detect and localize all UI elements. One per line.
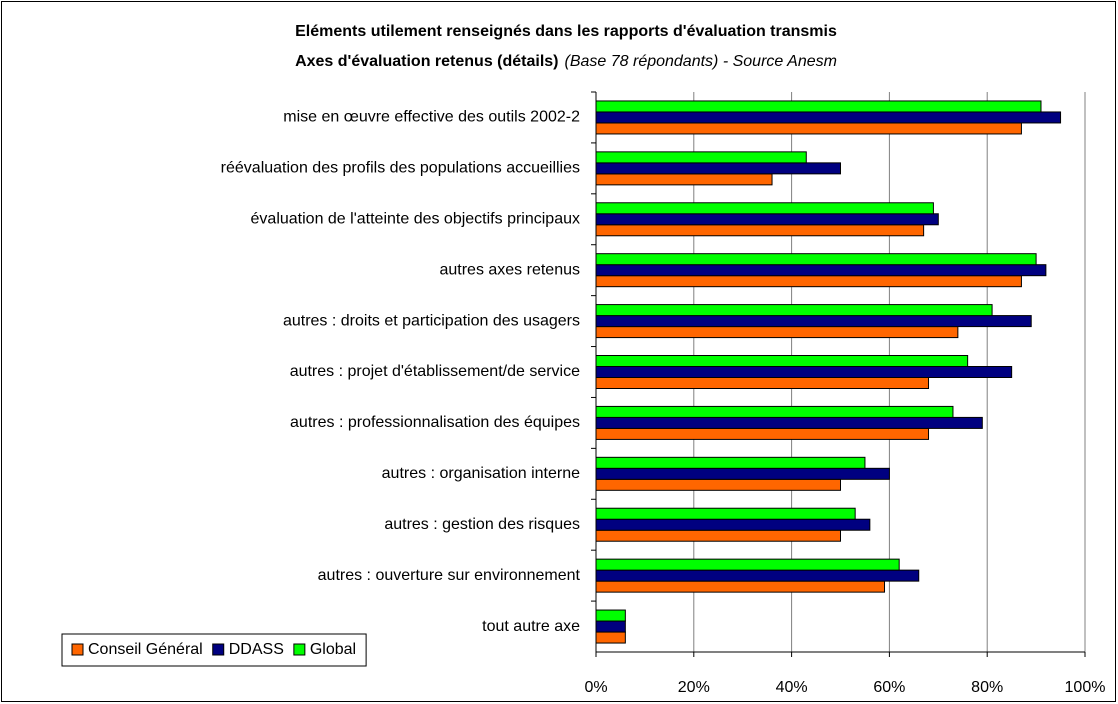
bar	[595, 304, 993, 317]
y-tick-label: autres axes retenus	[439, 261, 580, 278]
legend-label: DDASS	[229, 641, 284, 658]
x-tick-label: 20%	[678, 679, 710, 696]
bar	[595, 405, 954, 418]
legend: Conseil Général DDASS Global	[61, 633, 367, 667]
x-tick-label: 100%	[1065, 679, 1106, 696]
bar	[595, 162, 841, 175]
bar	[595, 467, 890, 480]
y-tick-label: autres : organisation interne	[382, 465, 580, 482]
y-tick-label: tout autre axe	[482, 618, 580, 635]
bar	[595, 173, 773, 186]
bar	[595, 478, 841, 491]
bar	[595, 529, 841, 542]
bar	[595, 456, 866, 469]
y-tick-label: autres : gestion des risques	[384, 516, 580, 533]
bar	[595, 213, 939, 226]
y-tick-label: autres : projet d'établissement/de servi…	[290, 363, 580, 380]
bar	[595, 507, 856, 520]
bar	[595, 620, 626, 633]
x-tick-label: 40%	[776, 679, 808, 696]
bar	[595, 355, 969, 367]
bar	[595, 416, 983, 429]
x-tick-label: 80%	[971, 679, 1003, 696]
x-tick-label: 0%	[584, 679, 607, 696]
legend-swatch	[71, 643, 84, 656]
bar	[595, 609, 626, 622]
subtitle-note: (Base 78 répondants) - Source Anesm	[565, 53, 837, 70]
y-tick-label: réévaluation des profils des populations…	[221, 160, 580, 177]
y-tick-label: autres : ouverture sur environnement	[318, 567, 581, 584]
y-tick-label: autres : professionnalisation des équipe…	[290, 414, 580, 431]
bar	[595, 151, 807, 164]
x-tick-label: 60%	[873, 679, 905, 696]
bar	[595, 224, 925, 237]
y-tick-label: mise en œuvre effective des outils 2002-…	[283, 109, 580, 126]
bar	[595, 427, 930, 440]
chart-title: Eléments utilement renseignés dans les r…	[295, 23, 837, 40]
bar	[595, 569, 920, 582]
subtitle-line: Axes d'évaluation retenus (détails) (Base…	[295, 53, 837, 70]
bar	[595, 100, 1042, 113]
legend-swatch	[212, 643, 225, 656]
subtitle: Axes d'évaluation retenus (détails)	[295, 53, 558, 70]
bar	[595, 315, 1032, 328]
bar	[595, 518, 871, 531]
bar	[595, 366, 1013, 378]
bar	[595, 111, 1062, 124]
legend-swatch	[293, 643, 306, 656]
bar	[595, 275, 1022, 288]
legend-label: Conseil Général	[88, 641, 203, 658]
bar	[595, 122, 1022, 135]
y-tick-label: évaluation de l'atteinte des objectifs p…	[251, 210, 580, 227]
legend-label: Global	[310, 641, 356, 658]
bar	[595, 580, 886, 593]
bar	[595, 264, 1047, 277]
bar	[595, 631, 626, 644]
bar	[595, 326, 959, 339]
bar	[595, 377, 930, 389]
bar	[595, 253, 1037, 266]
bar	[595, 558, 900, 571]
bar	[595, 202, 934, 215]
y-tick-label: autres : droits et participation des usa…	[283, 312, 580, 329]
